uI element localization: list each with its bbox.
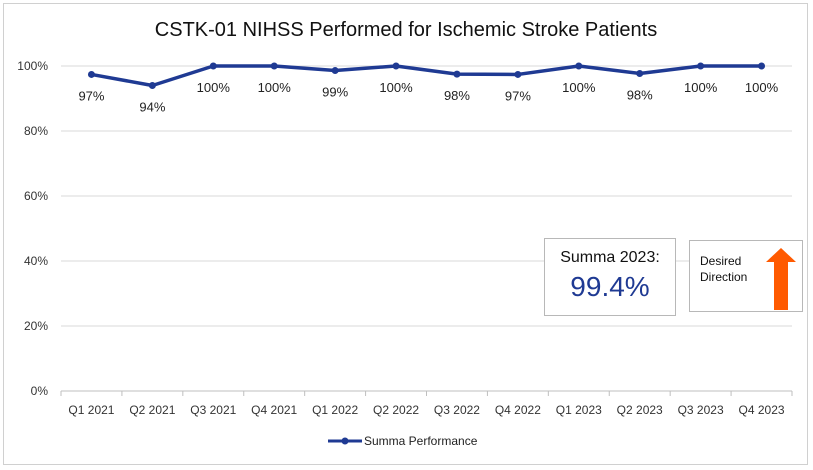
x-tick-label: Q3 2022 <box>434 403 480 417</box>
y-tick-label: 60% <box>24 189 48 203</box>
x-tick-label: Q1 2022 <box>312 403 358 417</box>
y-tick-label: 40% <box>24 254 48 268</box>
data-label: 100% <box>379 80 413 95</box>
data-point <box>87 70 95 78</box>
x-tick-label: Q4 2023 <box>739 403 785 417</box>
data-label: 100% <box>684 80 718 95</box>
legend-marker-swatch <box>341 437 349 445</box>
x-axis-ticks: Q1 2021 Q2 2021 Q3 2021 Q4 2021 Q1 2022 Q2 20… <box>60 391 793 417</box>
data-point <box>270 62 278 70</box>
data-label: 99% <box>322 85 348 100</box>
data-label: 100% <box>745 80 779 95</box>
data-label: 97% <box>505 88 531 103</box>
summa-2023-value: 99.4% <box>570 271 650 302</box>
data-label: 97% <box>78 88 104 103</box>
gridlines <box>61 65 792 392</box>
x-tick-label: Q3 2021 <box>190 403 236 417</box>
legend: Summa Performance <box>328 434 478 448</box>
y-tick-label: 20% <box>24 319 48 333</box>
y-tick-label: 80% <box>24 124 48 138</box>
data-point <box>148 82 156 89</box>
y-axis-ticks: 0% 20% 40% 60% 80% 100% <box>17 59 48 398</box>
y-tick-label: 0% <box>31 384 49 398</box>
desired-direction-label: Desired Direction <box>700 254 748 284</box>
x-tick-label: Q1 2021 <box>68 403 114 417</box>
x-tick-label: Q3 2023 <box>678 403 724 417</box>
x-tick-label: Q4 2021 <box>251 403 297 417</box>
data-point <box>453 70 461 78</box>
data-label: 100% <box>197 80 231 95</box>
chart-title: CSTK-01 NIHSS Performed for Ischemic Str… <box>155 19 657 41</box>
summa-2023-label: Summa 2023: <box>560 249 660 266</box>
data-point <box>697 62 705 70</box>
y-tick-label: 100% <box>17 59 48 73</box>
summa-2023-callout: Summa 2023: 99.4% <box>544 238 676 316</box>
data-point <box>514 70 522 78</box>
data-point <box>392 62 400 70</box>
up-arrow-icon <box>766 248 796 310</box>
legend-label: Summa Performance <box>364 434 478 448</box>
x-tick-label: Q1 2023 <box>556 403 602 417</box>
x-tick-label: Q2 2021 <box>129 403 175 417</box>
chart-frame <box>3 3 808 465</box>
data-label: 98% <box>444 88 470 103</box>
x-tick-label: Q2 2023 <box>617 403 663 417</box>
x-tick-label: Q4 2022 <box>495 403 541 417</box>
data-label: 94% <box>139 100 165 115</box>
data-label: 98% <box>627 87 653 102</box>
series-layer: 97% 94% 100% 100% 99% 100% 98% 97% 100% 98% 100% 10… <box>78 62 779 115</box>
data-point <box>331 67 339 75</box>
data-point <box>758 62 766 70</box>
data-label: 100% <box>562 80 596 95</box>
series-line <box>91 64 762 88</box>
data-label: 100% <box>258 80 292 95</box>
data-point <box>209 62 217 70</box>
data-point <box>636 69 644 77</box>
x-tick-label: Q2 2022 <box>373 403 419 417</box>
data-point <box>575 62 583 70</box>
